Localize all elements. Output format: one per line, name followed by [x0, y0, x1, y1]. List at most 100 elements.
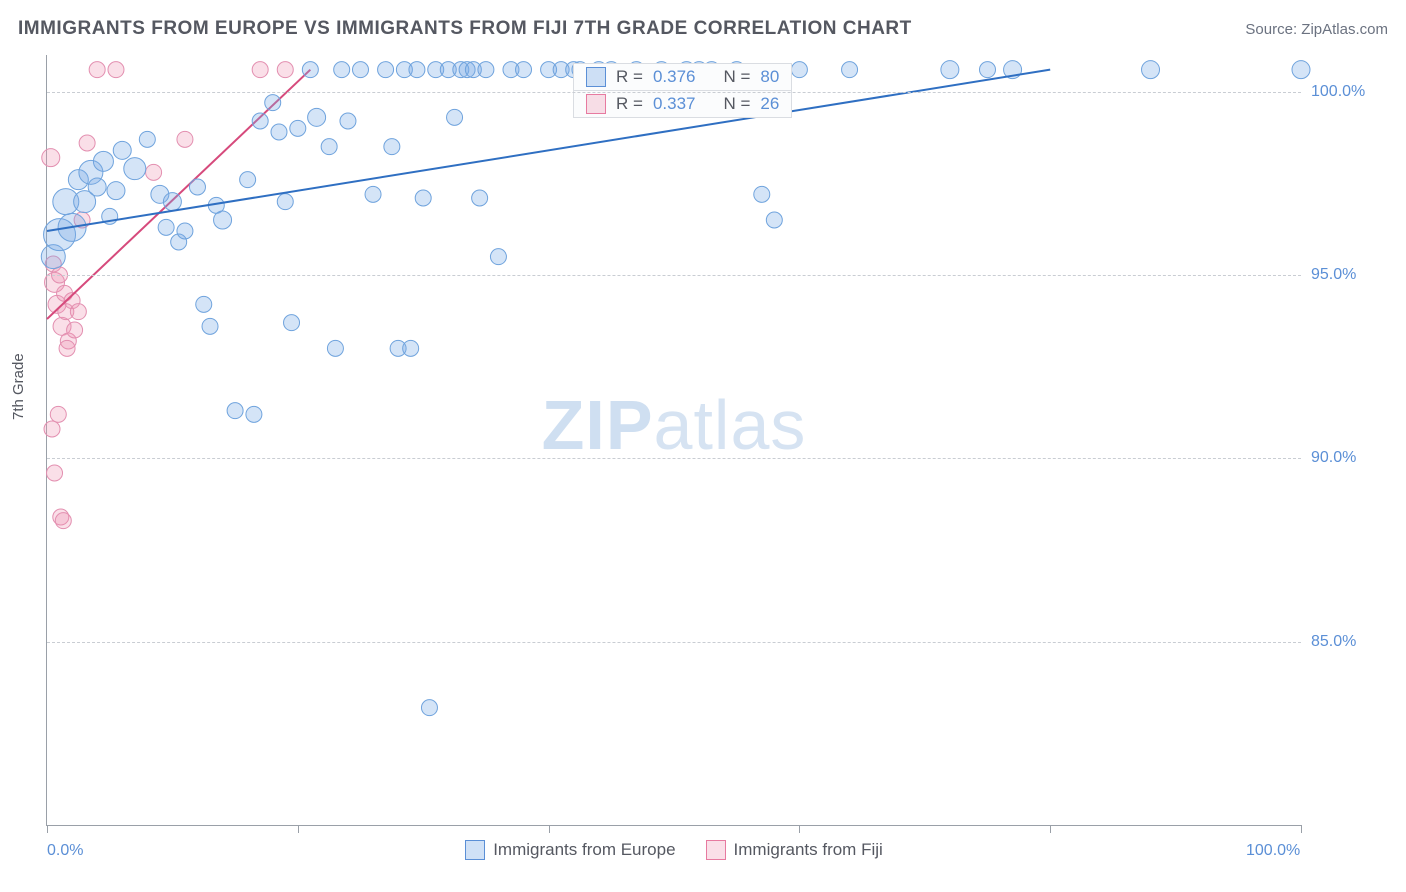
- europe-point: [93, 151, 113, 171]
- legend-row-blue: R = 0.376 N = 80: [574, 64, 791, 91]
- legend-R-blue: 0.376: [653, 67, 696, 87]
- source-attribution: Source: ZipAtlas.com: [1245, 21, 1388, 38]
- legend-label-fiji: Immigrants from Fiji: [734, 840, 883, 860]
- fiji-point: [59, 340, 75, 356]
- europe-point: [189, 179, 205, 195]
- europe-point: [290, 120, 306, 136]
- europe-point: [409, 62, 425, 78]
- europe-point: [88, 178, 106, 196]
- source-prefix: Source:: [1245, 21, 1301, 38]
- gridline: [47, 458, 1301, 459]
- legend-N-pink: 26: [760, 94, 779, 114]
- legend-R-label: R =: [616, 94, 643, 114]
- fiji-point: [277, 62, 293, 78]
- plot-area: ZIPatlas R = 0.376 N = 80 R = 0.337 N = …: [46, 55, 1301, 826]
- fiji-point: [50, 406, 66, 422]
- gridline: [47, 92, 1301, 93]
- europe-point: [227, 403, 243, 419]
- europe-point: [403, 340, 419, 356]
- fiji-point: [44, 421, 60, 437]
- legend-N-label: N =: [723, 94, 750, 114]
- fiji-point: [70, 304, 86, 320]
- source-link[interactable]: ZipAtlas.com: [1301, 21, 1388, 38]
- europe-point: [842, 62, 858, 78]
- fiji-point: [146, 164, 162, 180]
- europe-point: [421, 700, 437, 716]
- europe-point: [353, 62, 369, 78]
- europe-point: [252, 113, 268, 129]
- x-tick: [298, 825, 299, 833]
- europe-point: [158, 219, 174, 235]
- gridline: [47, 275, 1301, 276]
- x-tick: [47, 825, 48, 833]
- europe-point: [415, 190, 431, 206]
- swatch-blue: [586, 67, 606, 87]
- y-axis-label: 7th Grade: [10, 353, 27, 420]
- europe-trendline: [47, 70, 1050, 231]
- swatch-blue-icon: [465, 840, 485, 860]
- europe-point: [327, 340, 343, 356]
- correlation-legend: R = 0.376 N = 80 R = 0.337 N = 26: [573, 63, 792, 118]
- europe-point: [271, 124, 287, 140]
- gridline: [47, 642, 1301, 643]
- chart-title: IMMIGRANTS FROM EUROPE VS IMMIGRANTS FRO…: [18, 18, 912, 40]
- legend-R-label: R =: [616, 67, 643, 87]
- europe-point: [113, 141, 131, 159]
- europe-point: [246, 406, 262, 422]
- x-tick-label: 100.0%: [1246, 842, 1300, 860]
- europe-point: [490, 249, 506, 265]
- europe-point: [516, 62, 532, 78]
- europe-point: [202, 318, 218, 334]
- europe-point: [163, 193, 181, 211]
- fiji-point: [55, 513, 71, 529]
- fiji-point: [108, 62, 124, 78]
- europe-point: [177, 223, 193, 239]
- europe-point: [284, 315, 300, 331]
- europe-point: [447, 109, 463, 125]
- swatch-pink-icon: [706, 840, 726, 860]
- europe-point: [941, 61, 959, 79]
- legend-item-europe: Immigrants from Europe: [465, 840, 675, 860]
- fiji-point: [67, 322, 83, 338]
- europe-point: [980, 62, 996, 78]
- legend-R-pink: 0.337: [653, 94, 696, 114]
- europe-point: [302, 62, 318, 78]
- legend-N-blue: 80: [760, 67, 779, 87]
- europe-point: [265, 95, 281, 111]
- europe-point: [334, 62, 350, 78]
- swatch-pink: [586, 94, 606, 114]
- legend-N-label: N =: [723, 67, 750, 87]
- europe-point: [196, 296, 212, 312]
- series-legend: Immigrants from Europe Immigrants from F…: [47, 840, 1301, 860]
- y-tick-label: 100.0%: [1311, 83, 1386, 101]
- europe-point: [378, 62, 394, 78]
- fiji-point: [89, 62, 105, 78]
- europe-point: [478, 62, 494, 78]
- europe-point: [365, 186, 381, 202]
- fiji-point: [252, 62, 268, 78]
- europe-point: [321, 139, 337, 155]
- europe-point: [384, 139, 400, 155]
- europe-point: [472, 190, 488, 206]
- europe-point: [1142, 61, 1160, 79]
- y-tick-label: 90.0%: [1311, 449, 1386, 467]
- legend-label-europe: Immigrants from Europe: [493, 840, 675, 860]
- x-tick-label: 0.0%: [47, 842, 83, 860]
- x-tick: [799, 825, 800, 833]
- fiji-point: [79, 135, 95, 151]
- chart-svg: [47, 55, 1301, 825]
- europe-point: [340, 113, 356, 129]
- europe-point: [308, 108, 326, 126]
- europe-point: [124, 158, 146, 180]
- europe-point: [214, 211, 232, 229]
- fiji-point: [42, 149, 60, 167]
- europe-point: [754, 186, 770, 202]
- europe-point: [139, 131, 155, 147]
- fiji-point: [47, 465, 63, 481]
- europe-point: [1292, 61, 1310, 79]
- x-tick: [549, 825, 550, 833]
- europe-point: [766, 212, 782, 228]
- fiji-point: [177, 131, 193, 147]
- y-tick-label: 85.0%: [1311, 633, 1386, 651]
- y-tick-label: 95.0%: [1311, 266, 1386, 284]
